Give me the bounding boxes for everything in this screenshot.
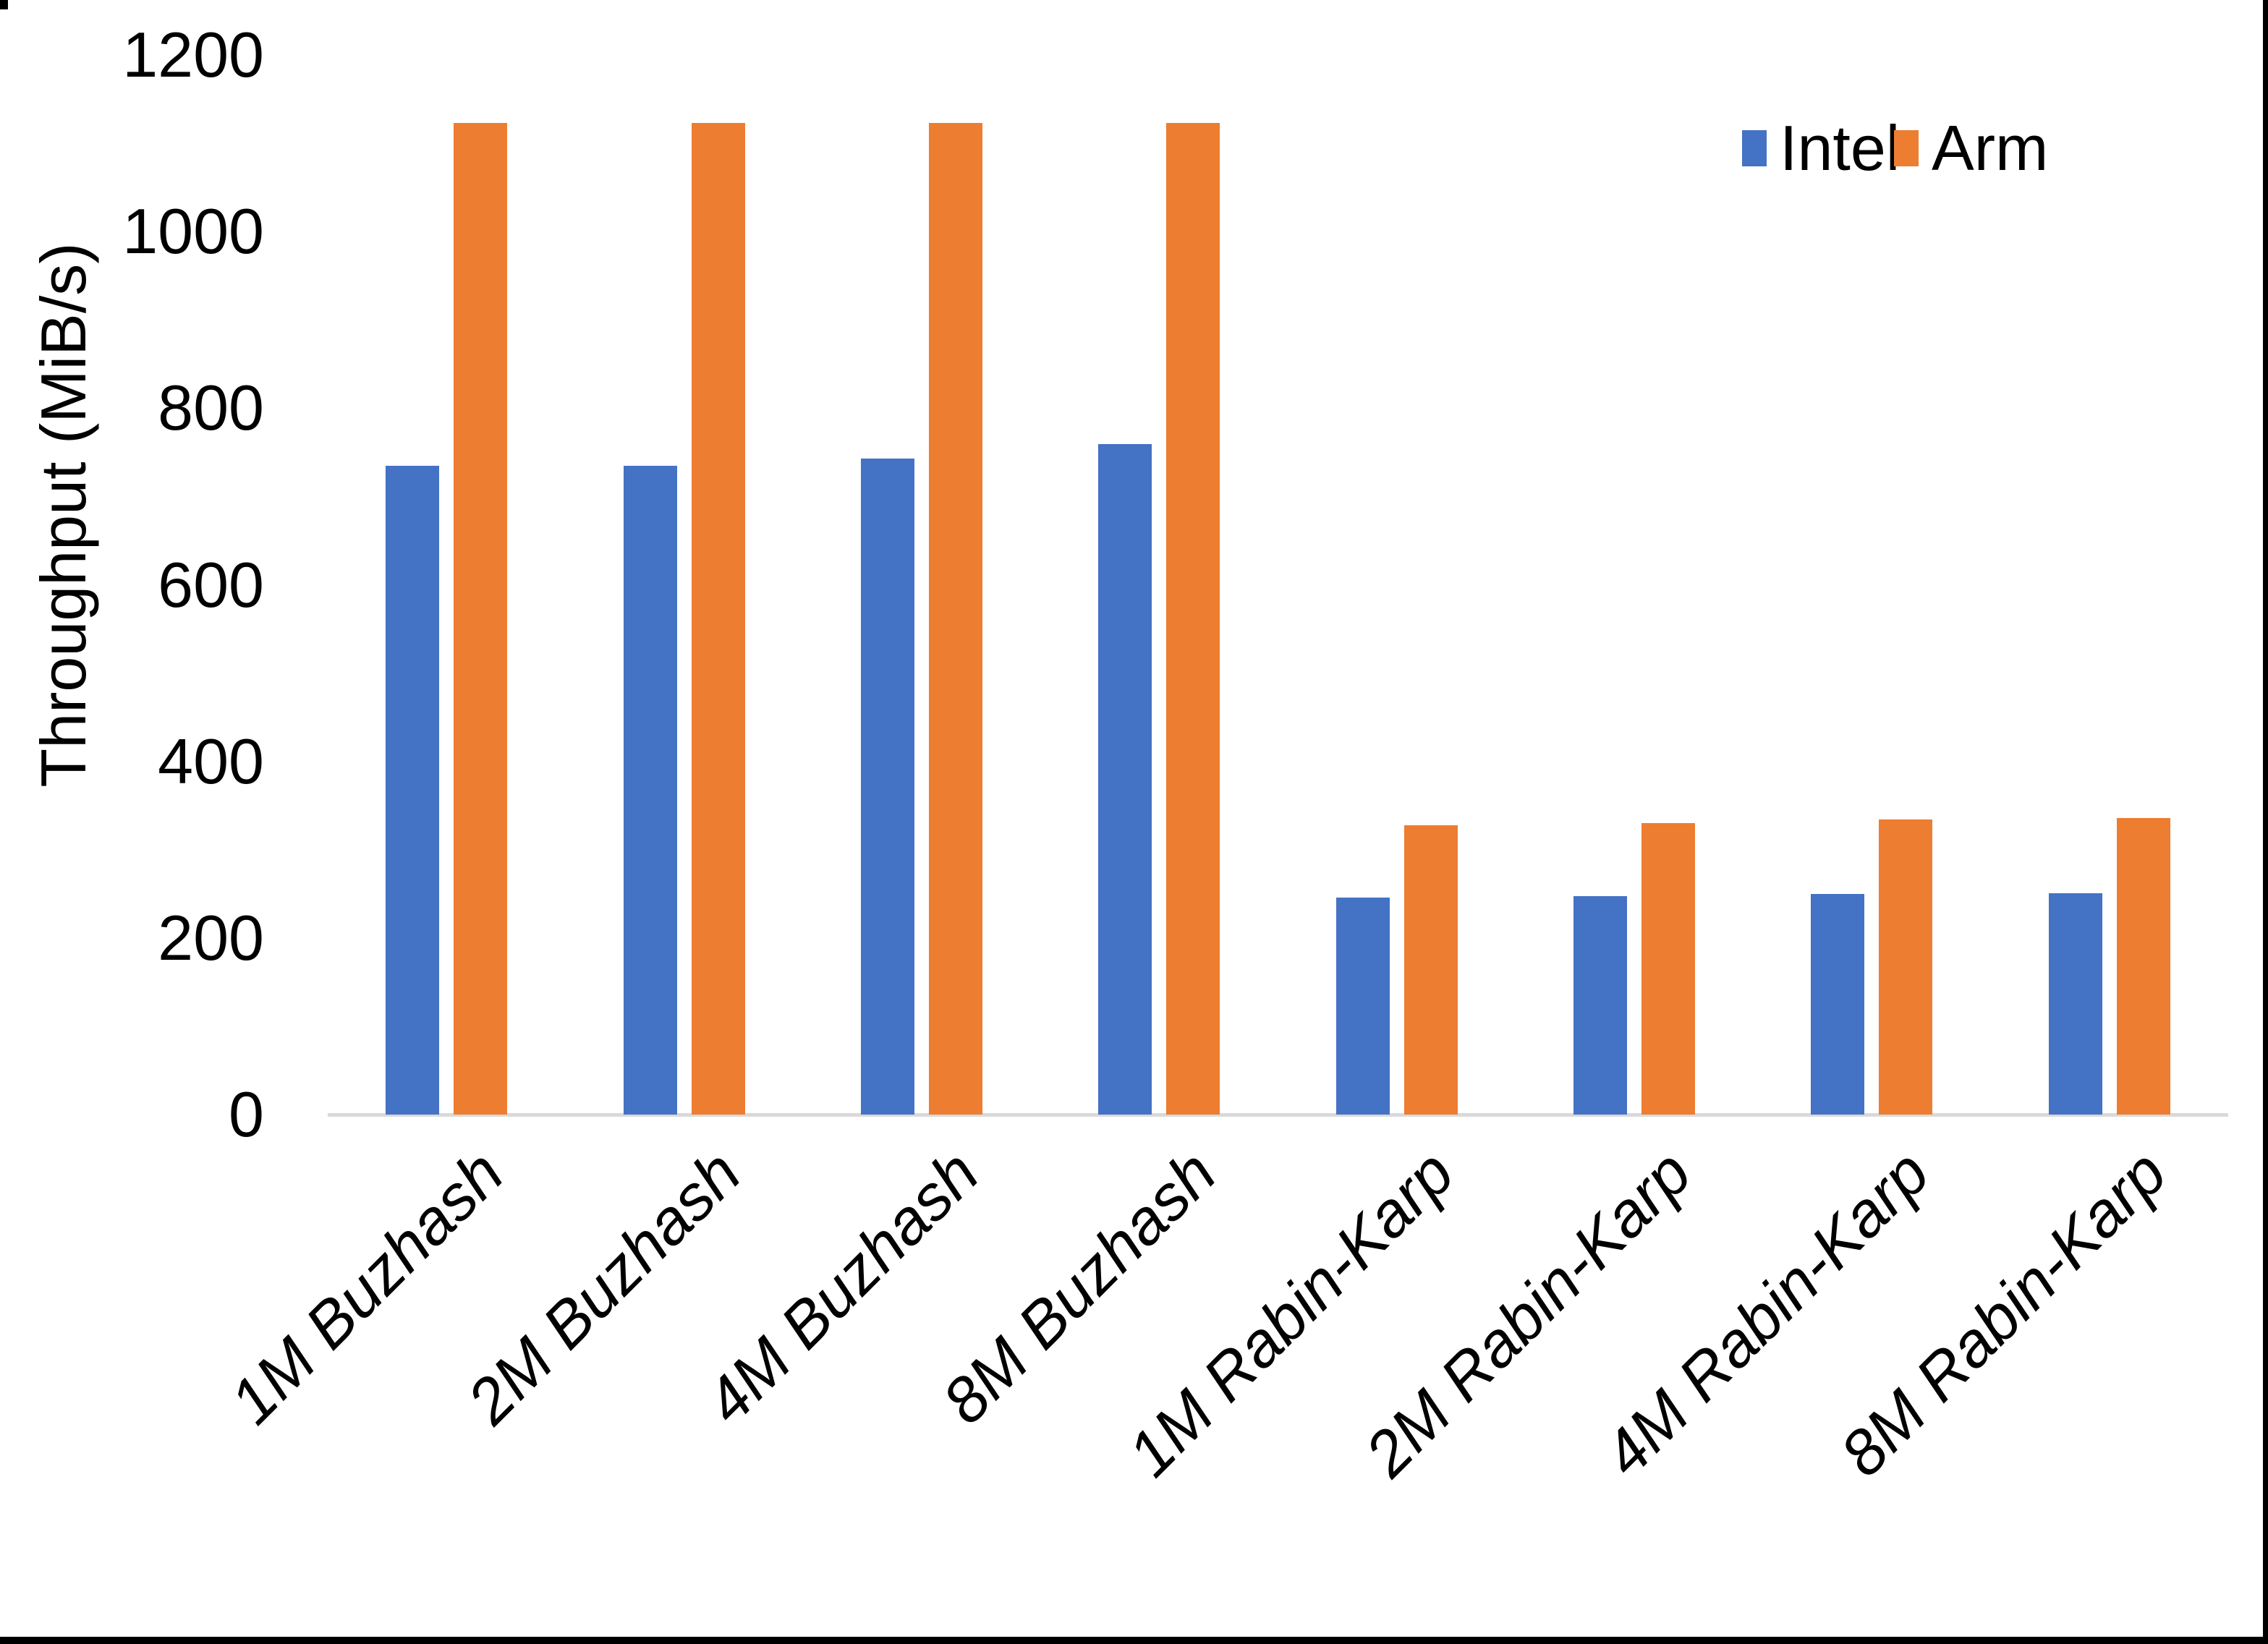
bar-intel-2m-buzhash (623, 465, 677, 1115)
bar-arm-8m-rabin-karp (2116, 817, 2170, 1115)
bar-intel-1m-rabin-karp (1335, 897, 1390, 1115)
legend-label-arm: Arm (1932, 112, 2049, 184)
legend-item-intel: Intel (1742, 108, 1900, 188)
bar-arm-4m-buzhash (928, 123, 982, 1115)
frame-border-right (2263, 0, 2268, 1644)
legend-label-intel: Intel (1780, 112, 1900, 184)
bar-intel-1m-buzhash (386, 465, 440, 1115)
y-tick-label-400: 400 (158, 725, 264, 797)
y-tick-label-1000: 1000 (122, 195, 264, 268)
y-tick-label-0: 0 (229, 1078, 264, 1150)
bar-intel-2m-rabin-karp (1573, 896, 1628, 1115)
bar-intel-8m-buzhash (1098, 444, 1152, 1115)
frame-border-bottom (0, 1637, 2268, 1644)
bar-arm-1m-buzhash (454, 123, 508, 1115)
y-tick-label-200: 200 (158, 901, 264, 974)
bar-arm-4m-rabin-karp (1879, 819, 1933, 1115)
bar-intel-4m-buzhash (860, 458, 914, 1115)
y-tick-label-1200: 1200 (122, 19, 264, 90)
legend-swatch-intel (1742, 130, 1767, 166)
bar-arm-2m-buzhash (691, 123, 745, 1115)
x-axis-line (328, 1113, 2228, 1117)
y-tick-label-800: 800 (158, 372, 264, 444)
legend-swatch-arm (1894, 130, 1919, 166)
bar-arm-1m-rabin-karp (1403, 825, 1458, 1115)
y-axis-title: Throughput (MiB/s) (27, 242, 99, 788)
bar-intel-8m-rabin-karp (2048, 893, 2102, 1115)
bar-intel-4m-rabin-karp (1811, 893, 1865, 1115)
y-tick-label-600: 600 (158, 548, 264, 621)
frame-corner-fragment (0, 0, 8, 9)
bar-arm-8m-buzhash (1166, 123, 1220, 1115)
bar-arm-2m-rabin-karp (1641, 823, 1696, 1115)
legend-item-arm: Arm (1894, 108, 2048, 188)
